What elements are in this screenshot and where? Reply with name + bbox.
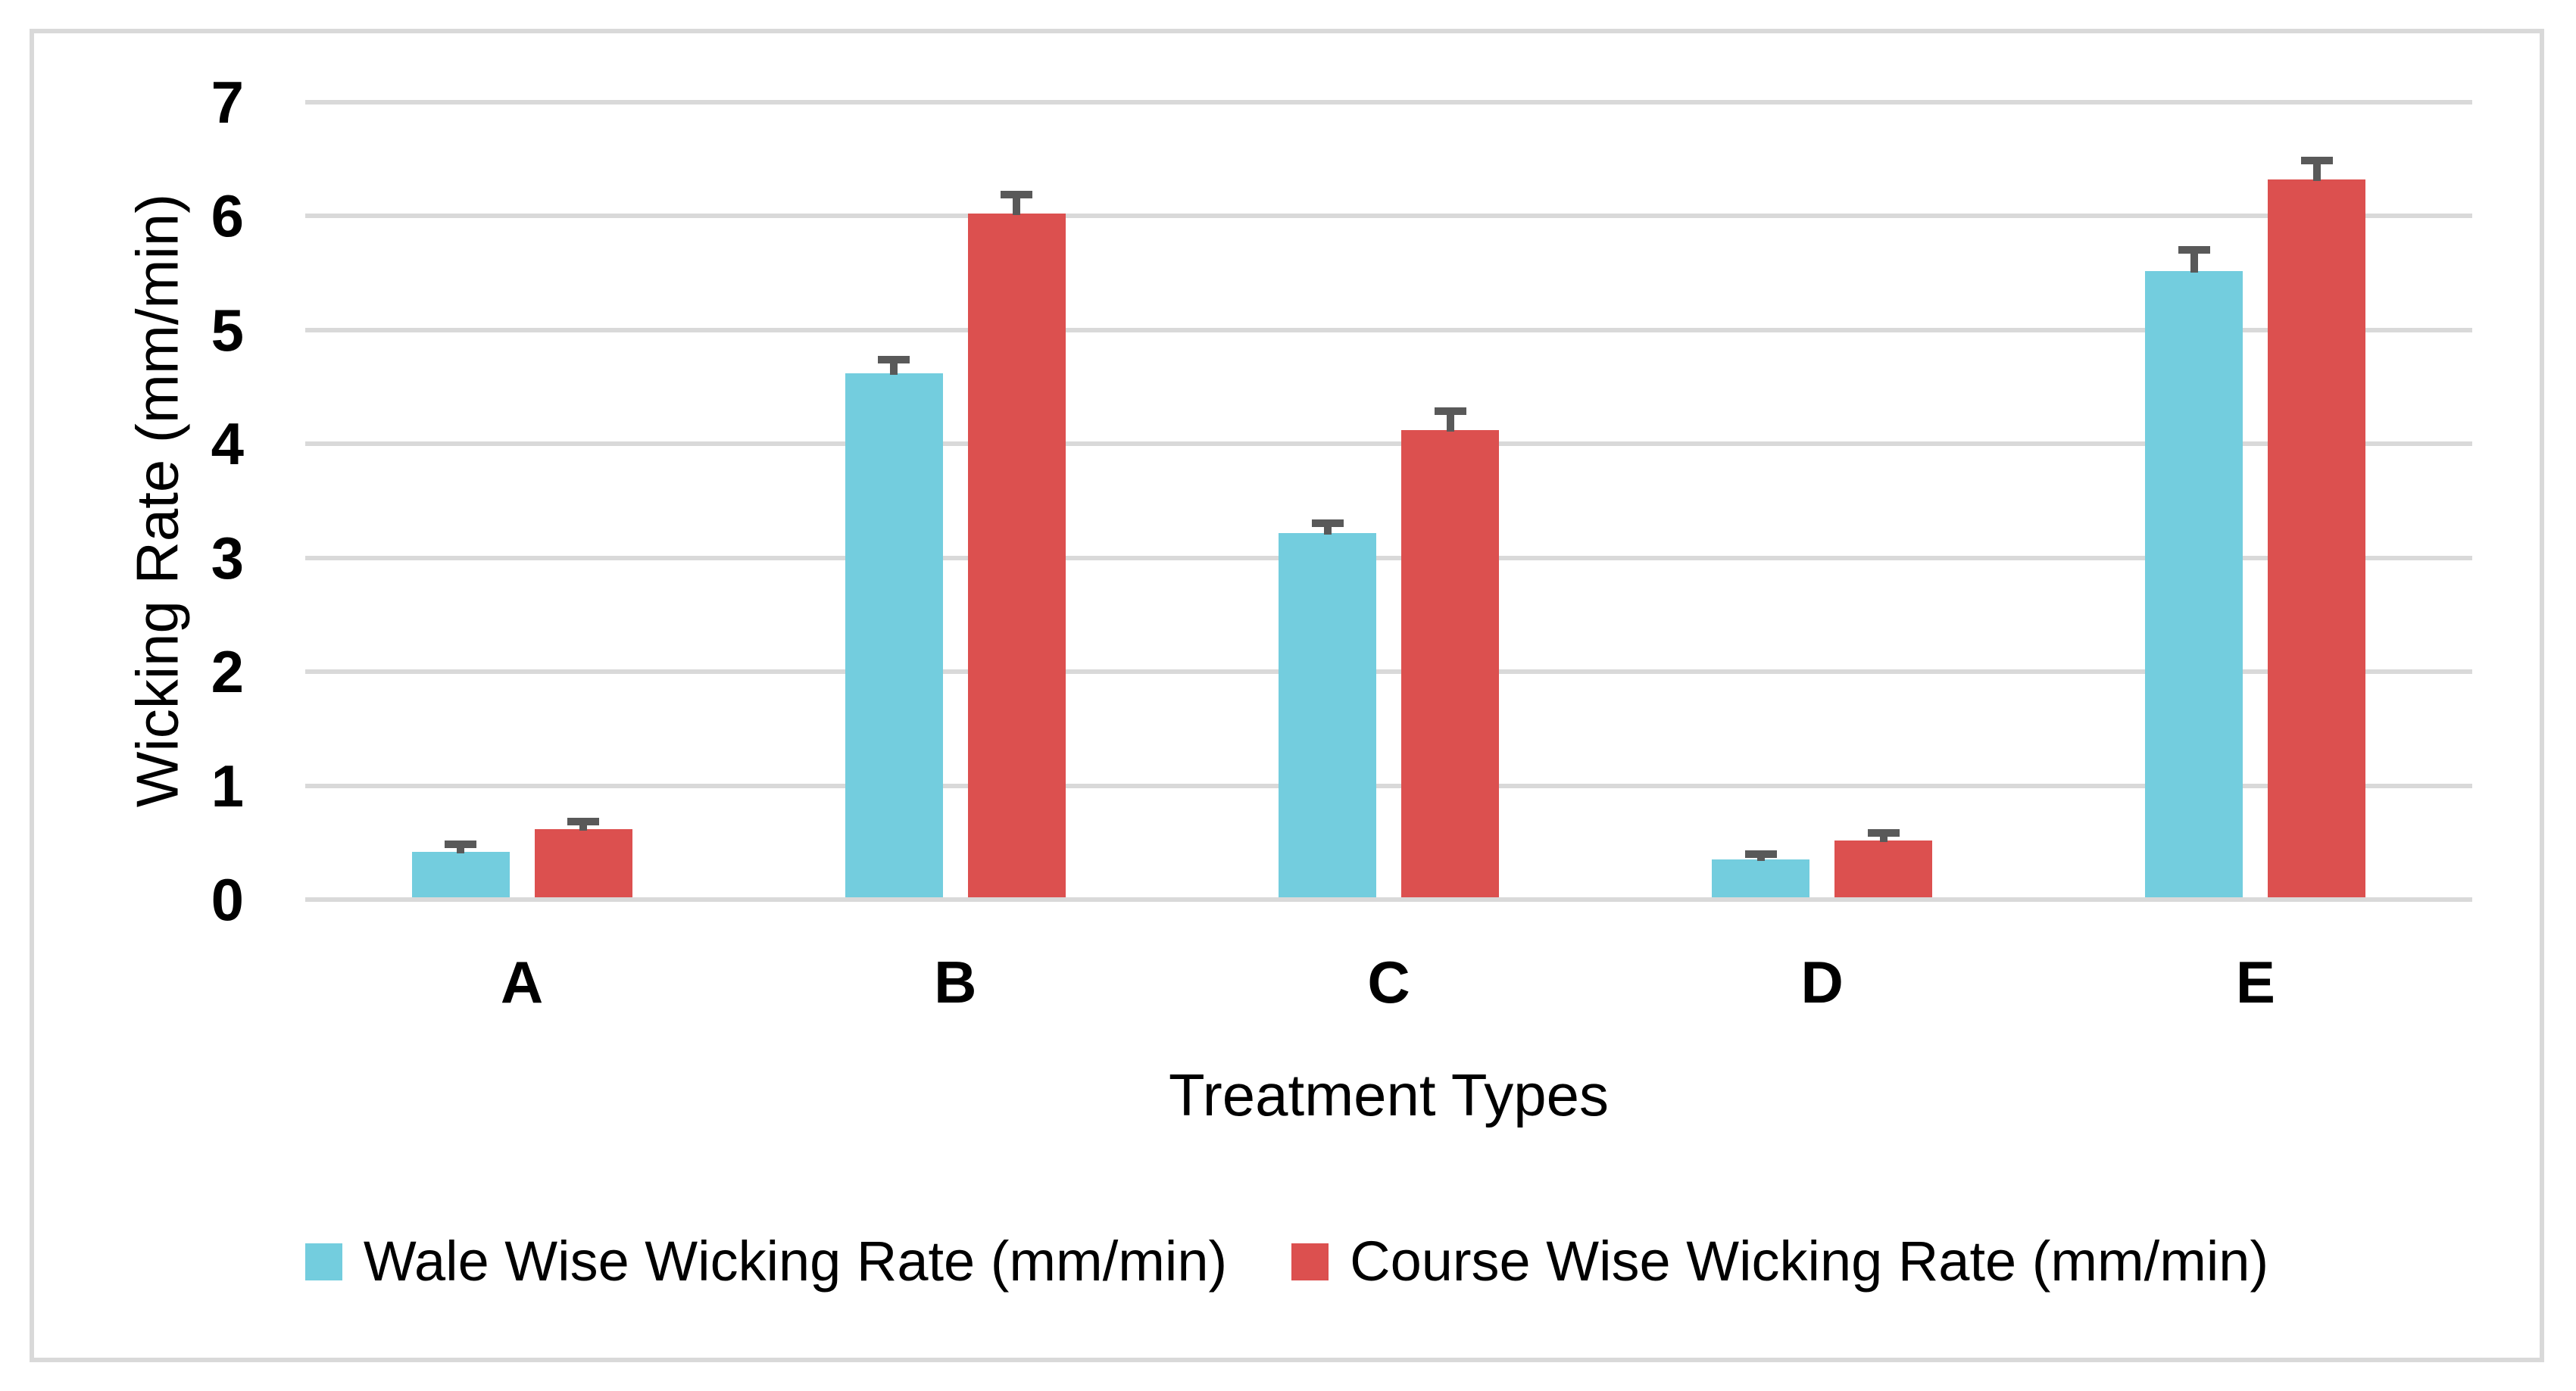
error-bar-stem bbox=[579, 823, 588, 831]
error-bar-stem bbox=[2190, 251, 2198, 273]
legend-label: Course Wise Wicking Rate (mm/min) bbox=[1350, 1230, 2269, 1293]
error-bar-cap bbox=[445, 840, 477, 848]
gridline bbox=[305, 669, 2472, 675]
category-label-e: E bbox=[2235, 949, 2275, 1015]
error-bar-stem bbox=[1446, 413, 1454, 432]
legend: Wale Wise Wicking Rate (mm/min) Course Wi… bbox=[30, 1225, 2544, 1298]
bar-a-series1 bbox=[411, 851, 510, 897]
error-bar-stem bbox=[457, 846, 465, 853]
y-tick-label: 1 bbox=[211, 752, 244, 819]
x-axis-baseline bbox=[305, 897, 2472, 902]
y-tick-label: 0 bbox=[211, 866, 244, 933]
x-axis-title: Treatment Types bbox=[1169, 1062, 1609, 1128]
plot-area bbox=[305, 100, 2472, 902]
error-bar-cap bbox=[1001, 191, 1033, 199]
error-bar-stem bbox=[2312, 163, 2321, 182]
bar-c-series2 bbox=[1401, 430, 1499, 897]
y-tick-label: 2 bbox=[211, 638, 244, 706]
legend-label: Wale Wise Wicking Rate (mm/min) bbox=[363, 1230, 1228, 1293]
error-bar-cap bbox=[1744, 850, 1777, 859]
error-bar-cap bbox=[2300, 157, 2333, 165]
error-bar-stem bbox=[1756, 856, 1765, 862]
y-tick-label: 7 bbox=[211, 69, 244, 136]
gridline bbox=[305, 555, 2472, 560]
legend-item-series2: Course Wise Wicking Rate (mm/min) bbox=[1291, 1233, 2268, 1290]
category-label-d: D bbox=[1800, 949, 1844, 1015]
error-bar-stem bbox=[1879, 834, 1888, 842]
gridline bbox=[305, 214, 2472, 219]
bar-d-series1 bbox=[1712, 859, 1810, 897]
error-bar-cap bbox=[2178, 245, 2210, 254]
legend-item-series1: Wale Wise Wicking Rate (mm/min) bbox=[304, 1230, 1228, 1293]
y-axis-title: Wicking Rate (mm/min) bbox=[123, 193, 191, 808]
y-tick-label: 6 bbox=[211, 182, 244, 250]
error-bar-cap bbox=[567, 817, 600, 825]
category-label-a: A bbox=[500, 949, 544, 1015]
gridline bbox=[305, 441, 2472, 447]
bar-e-series1 bbox=[2145, 270, 2243, 897]
bar-c-series1 bbox=[1279, 532, 1376, 897]
bar-b-series2 bbox=[967, 214, 1066, 897]
bar-a-series2 bbox=[534, 828, 632, 897]
gridline bbox=[305, 327, 2472, 332]
error-bar-cap bbox=[1867, 828, 1900, 837]
legend-marker-icon bbox=[1291, 1243, 1329, 1280]
gridline bbox=[305, 783, 2472, 788]
error-bar-stem bbox=[890, 362, 898, 376]
error-bar-stem bbox=[1013, 197, 1021, 216]
y-tick-label: 4 bbox=[211, 410, 244, 478]
category-label-b: B bbox=[934, 949, 977, 1015]
error-bar-stem bbox=[1323, 525, 1332, 535]
legend-marker-icon bbox=[304, 1243, 342, 1280]
error-bar-cap bbox=[1311, 519, 1344, 527]
category-label-c: C bbox=[1367, 949, 1410, 1015]
y-tick-label: 5 bbox=[211, 296, 244, 363]
bar-b-series1 bbox=[845, 373, 943, 897]
gridline bbox=[305, 100, 2472, 104]
error-bar-cap bbox=[878, 356, 910, 364]
bar-d-series2 bbox=[1834, 840, 1933, 897]
y-tick-label: 3 bbox=[211, 524, 244, 591]
bar-e-series2 bbox=[2268, 179, 2366, 897]
error-bar-cap bbox=[1434, 407, 1466, 416]
